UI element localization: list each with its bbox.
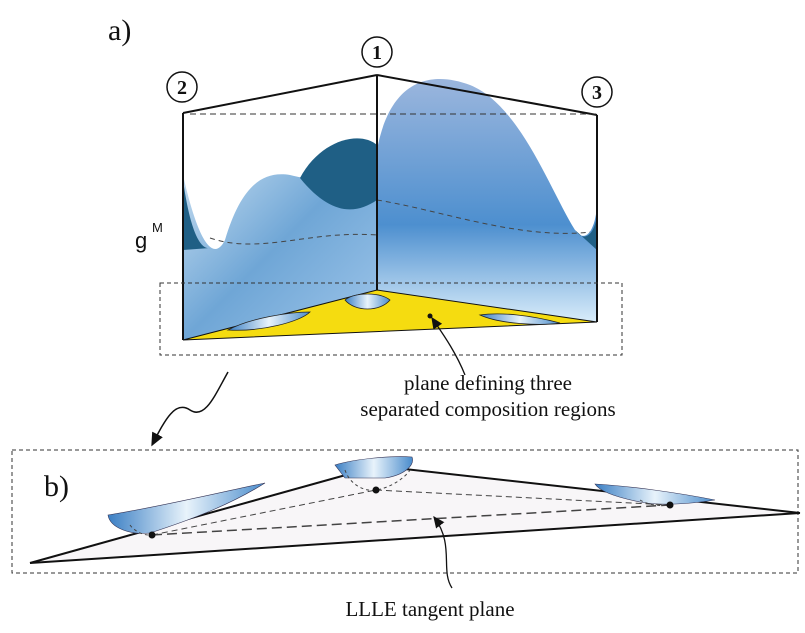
annotation-line: plane defining three (404, 371, 572, 395)
diagram: a) 1 2 3 g M plane defining three separa… (0, 0, 805, 633)
vertex-label: 1 (372, 42, 382, 64)
arrow-dot (428, 314, 433, 319)
zoom-arrow (152, 372, 228, 445)
axis-label-superscript: M (152, 220, 163, 235)
annotation: LLLE tangent plane (345, 597, 514, 621)
vertex-label: 3 (592, 82, 602, 104)
energy-surface (377, 79, 597, 322)
annotation-line: separated composition regions (360, 397, 615, 421)
axis-label: g (135, 228, 147, 253)
vertex-markers: 1 2 3 (167, 37, 612, 107)
surface-dark (183, 180, 210, 250)
vertex-label: 2 (177, 77, 187, 99)
panel-b-label: b) (44, 470, 69, 503)
panel-a-label: a) (108, 14, 131, 47)
